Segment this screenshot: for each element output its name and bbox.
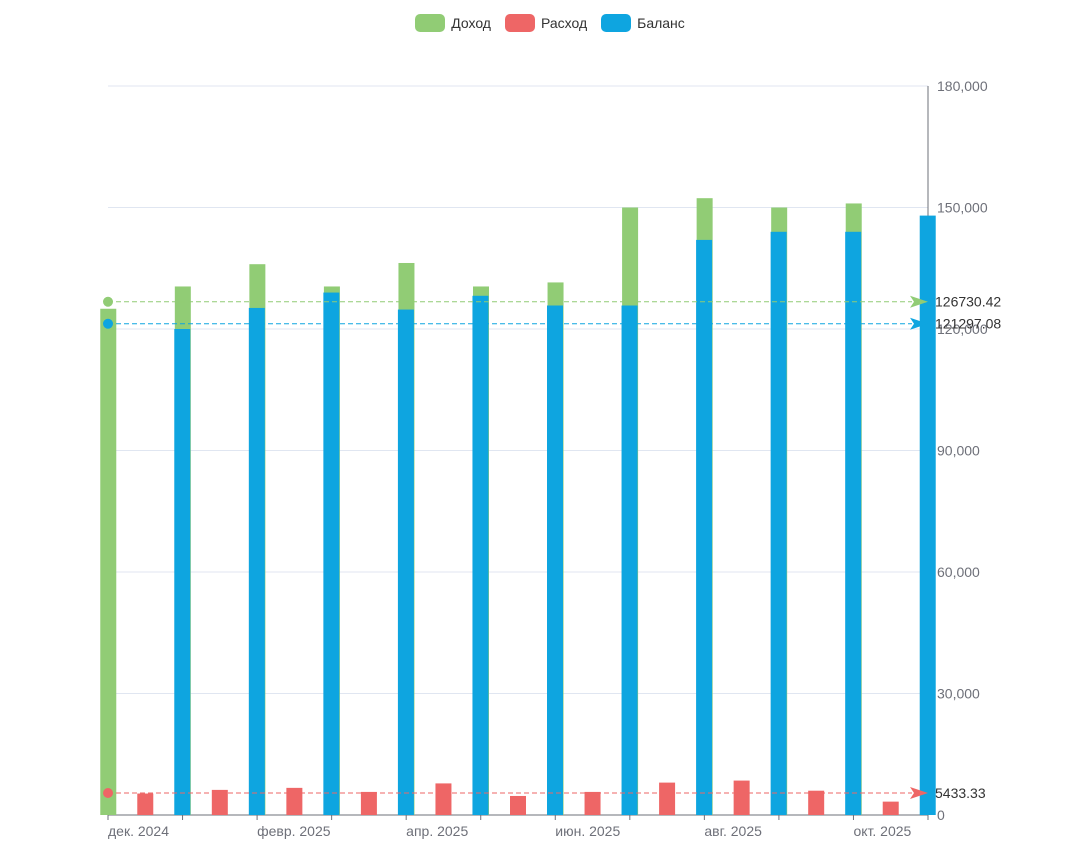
- bar-2-6: [621, 305, 638, 815]
- x-tick-label: апр. 2025: [406, 823, 468, 839]
- bar-1-2: [286, 787, 303, 815]
- bar-1-3: [360, 791, 377, 815]
- bar-1-10: [882, 801, 899, 815]
- bar-2-1: [248, 307, 265, 815]
- y-tick-label: 60,000: [937, 564, 980, 580]
- x-tick-label: окт. 2025: [853, 823, 911, 839]
- bar-1-6: [584, 791, 601, 815]
- x-tick-label: авг. 2025: [704, 823, 762, 839]
- legend-label-expense: Расход: [540, 15, 588, 31]
- bar-1-9: [808, 790, 825, 815]
- bar-1-0: [137, 793, 154, 815]
- bar-2-3: [397, 309, 414, 815]
- legend-swatch-income: [415, 14, 446, 32]
- legend-item-balance[interactable]: Баланс: [601, 14, 685, 32]
- bar-2-9: [845, 231, 862, 816]
- avg-line-label: 121297.08: [935, 316, 1001, 332]
- x-tick-label: июн. 2025: [555, 823, 620, 839]
- avg-line-label: 126730.42: [935, 294, 1001, 310]
- y-tick-label: 0: [937, 807, 945, 823]
- y-tick-label: 180,000: [937, 78, 988, 94]
- avg-line-arrow: [910, 317, 928, 330]
- y-tick-label: 90,000: [937, 443, 980, 459]
- y-tick-label: 150,000: [937, 200, 988, 216]
- bar-1-4: [435, 783, 452, 815]
- x-tick-label: дек. 2024: [108, 823, 169, 839]
- avg-line-arrow: [910, 295, 928, 308]
- legend-item-expense[interactable]: Расход: [504, 14, 588, 32]
- bar-0-0: [100, 308, 117, 815]
- bar-1-1: [211, 789, 228, 815]
- avg-line-label: 5433.33: [935, 785, 986, 801]
- bar-2-5: [547, 305, 563, 815]
- bar-2-0: [174, 329, 191, 815]
- y-tick-label: 30,000: [937, 686, 980, 702]
- bar-2-8: [770, 231, 787, 816]
- chart-legend: Доход Расход Баланс: [0, 14, 1076, 32]
- y-tick-label: 120,000: [937, 321, 988, 337]
- bar-2-4: [472, 295, 489, 815]
- bar-2-10: [919, 215, 936, 816]
- legend-swatch-expense: [504, 14, 535, 32]
- bar-1-5: [510, 795, 526, 815]
- bar-2-7: [696, 239, 713, 815]
- avg-line-arrow: [910, 786, 928, 799]
- bar-2-2: [323, 292, 340, 815]
- legend-label-income: Доход: [451, 15, 491, 31]
- bar-1-7: [659, 782, 676, 815]
- bar-1-8: [733, 780, 750, 815]
- x-tick-label: февр. 2025: [257, 823, 331, 839]
- legend-item-income[interactable]: Доход: [415, 14, 491, 32]
- legend-swatch-balance: [601, 14, 632, 32]
- legend-label-balance: Баланс: [637, 15, 685, 31]
